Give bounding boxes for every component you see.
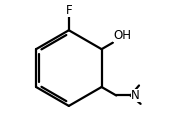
Text: N: N [131,89,140,102]
Text: OH: OH [114,29,132,42]
Text: F: F [66,4,72,17]
